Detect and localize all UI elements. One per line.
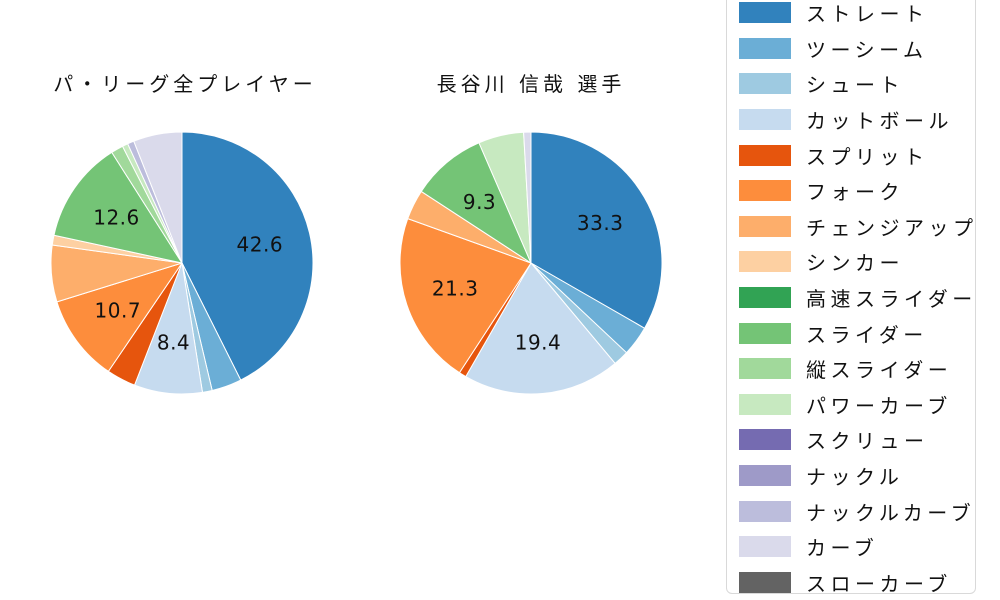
legend-label: ストレート: [806, 2, 929, 27]
slice-value-label: 9.3: [463, 190, 496, 214]
legend-label: 高速スライダー: [806, 287, 977, 312]
legend-swatch: [739, 465, 791, 487]
legend-swatch: [739, 500, 791, 522]
pie-slice: [399, 218, 532, 374]
slice-value-label: 42.6: [237, 233, 284, 257]
legend-item: ツーシーム: [727, 31, 975, 67]
legend-swatch: [739, 251, 791, 273]
slice-value-label: 33.3: [577, 211, 624, 235]
left-pie-title: パ・リーグ全プレイヤー: [53, 72, 317, 96]
legend-label: チェンジアップ: [806, 215, 978, 240]
legend-item: 縦スライダー: [727, 351, 975, 387]
legend-item: スクリュー: [727, 422, 975, 458]
pie-right-group: 33.3 19.4 21.3 9.3: [399, 131, 663, 395]
legend-swatch: [739, 358, 791, 380]
legend-item: 高速スライダー: [727, 280, 975, 316]
pie-slice: [181, 131, 314, 381]
legend-item: スローカーブ: [727, 565, 975, 600]
legend-label: ナックルカーブ: [806, 500, 976, 525]
slice-value-label: 10.7: [95, 299, 142, 323]
legend-item: シンカー: [727, 244, 975, 280]
pie-slice: [53, 151, 183, 264]
legend-swatch: [739, 37, 791, 59]
legend-item: フォーク: [727, 173, 975, 209]
slice-value-label: 19.4: [515, 331, 562, 355]
legend-item: ストレート: [727, 0, 975, 31]
pie-slice: [420, 142, 532, 264]
legend-swatch: [739, 287, 791, 309]
legend-swatch: [739, 393, 791, 415]
legend-label: カーブ: [806, 536, 879, 561]
slice-value-label: 8.4: [157, 331, 190, 355]
slice-value-label: 12.6: [93, 205, 140, 229]
legend-label: パワーカーブ: [806, 393, 952, 418]
legend-label: スライダー: [806, 322, 928, 347]
legend-item: スライダー: [727, 315, 975, 351]
pie-slice: [56, 262, 183, 372]
legend-label: ツーシーム: [806, 37, 928, 62]
legend: ストレートツーシームシュートカットボール スプリットフォークチェンジアップ シンカー…: [726, 0, 976, 596]
pie-slice: [530, 131, 663, 329]
legend-label: フォーク: [806, 180, 904, 205]
legend-item: チェンジアップ: [727, 209, 975, 245]
pie-slice: [523, 131, 532, 264]
legend-swatch: [739, 109, 791, 131]
legend-label: シンカー: [806, 251, 904, 276]
legend-label: スプリット: [806, 144, 929, 169]
legend-swatch: [739, 2, 791, 24]
legend-item: シュート: [727, 66, 975, 102]
legend-label: カットボール: [806, 109, 953, 134]
legend-label: スローカーブ: [806, 571, 952, 596]
slice-value-label: 21.3: [432, 276, 479, 300]
legend-item: ナックル: [727, 458, 975, 494]
legend-swatch: [739, 215, 791, 237]
pie-slice: [465, 262, 616, 395]
legend-label: 縦スライダー: [806, 358, 953, 383]
legend-swatch: [739, 322, 791, 344]
legend-swatch: [739, 429, 791, 451]
legend-item: スプリット: [727, 137, 975, 173]
legend-swatch: [739, 180, 791, 202]
right-pie-title: 長谷川 信哉 選手: [436, 72, 626, 96]
pie-slice: [133, 131, 183, 264]
legend-label: ナックル: [806, 465, 904, 490]
legend-swatch: [739, 73, 791, 95]
legend-label: スクリュー: [806, 429, 929, 454]
legend-item: ナックルカーブ: [727, 493, 975, 529]
legend-swatch: [739, 571, 791, 593]
legend-swatch: [739, 144, 791, 166]
pie-left-group: 42.6 8.4 10.7 12.6: [50, 131, 314, 395]
legend-item: カットボール: [727, 102, 975, 138]
legend-item: パワーカーブ: [727, 387, 975, 423]
legend-item: カーブ: [727, 529, 975, 565]
legend-swatch: [739, 536, 791, 558]
legend-label: シュート: [806, 73, 904, 98]
